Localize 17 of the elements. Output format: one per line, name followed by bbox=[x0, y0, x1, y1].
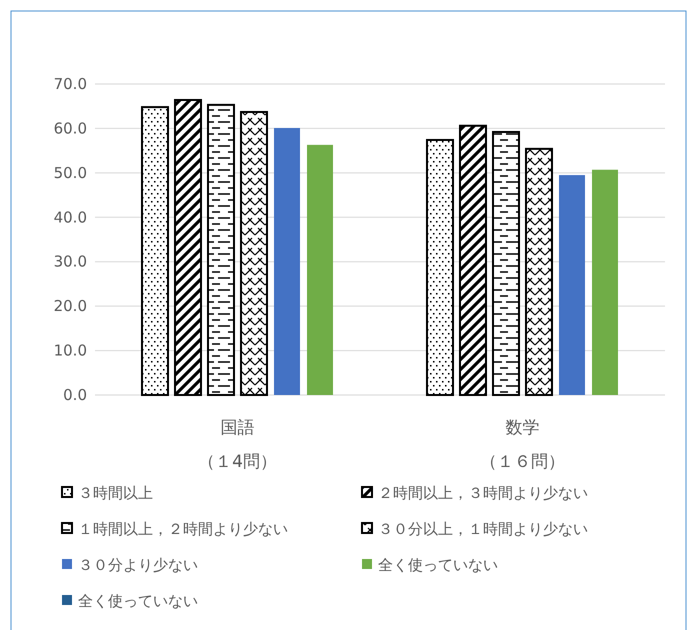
legend-label: ２時間以上，３時間より少ない bbox=[378, 484, 588, 502]
y-tick-label: 30.0 bbox=[54, 252, 87, 271]
y-tick-label: 20.0 bbox=[54, 297, 87, 316]
legend-label: ３時間以上 bbox=[78, 484, 153, 502]
y-tick-label: 10.0 bbox=[54, 342, 87, 360]
legend-label: 全く使っていない bbox=[378, 556, 498, 574]
y-tick-label: 70.0 bbox=[54, 75, 87, 93]
y-tick-label: 40.0 bbox=[54, 208, 87, 226]
legend-label: ３０分より少ない bbox=[78, 556, 198, 574]
legend-label: １時間以上，２時間より少ない bbox=[78, 520, 288, 538]
y-tick-label: 60.0 bbox=[54, 119, 87, 138]
x-tick-label: 数学（１６問） bbox=[480, 418, 565, 472]
legend-label: ３０分以上，１時間より少ない bbox=[378, 520, 588, 538]
legend-label: 全く使っていない bbox=[78, 592, 198, 610]
y-tick-label: 50.0 bbox=[54, 164, 87, 182]
x-tick-label: 国語（１4問） bbox=[198, 418, 277, 472]
y-tick-label: 0.0 bbox=[63, 386, 87, 404]
